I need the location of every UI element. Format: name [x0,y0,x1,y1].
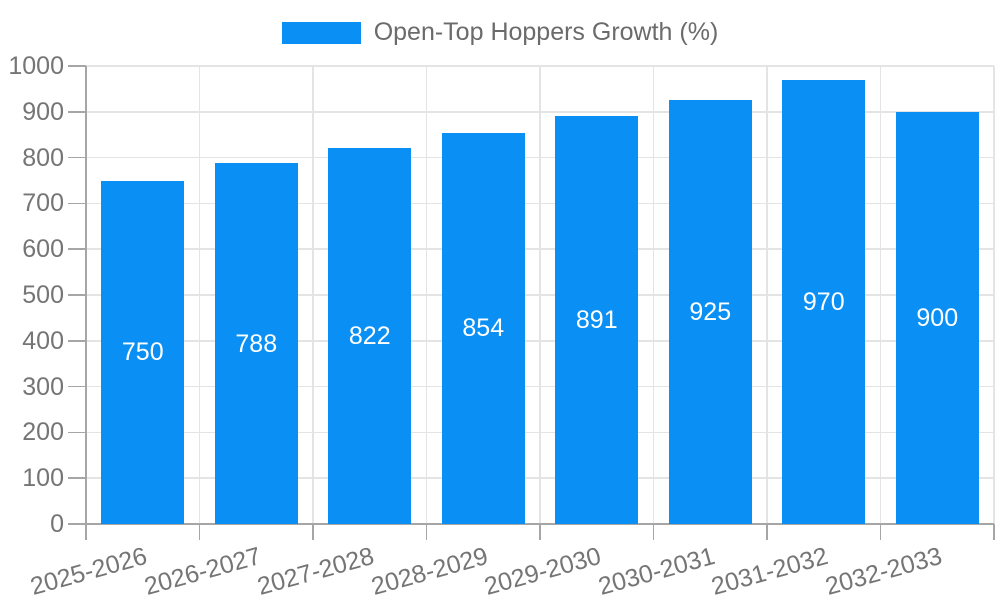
x-axis-tick [879,524,882,540]
y-axis-tick-label: 700 [22,189,64,218]
y-axis-tick [68,385,86,388]
bar-value-label: 891 [575,305,618,334]
y-axis-tick [68,340,86,342]
x-axis-tick [652,524,655,540]
y-axis-tick-label: 400 [22,326,64,355]
x-axis-category-label: 2030-2031 [595,542,718,600]
y-axis-tick-label: 800 [22,143,64,172]
y-axis-tick [68,294,86,296]
x-axis-category-label: 2031-2032 [708,542,832,600]
legend-label: Open-Top Hoppers Growth (%) [373,18,719,46]
x-axis-line [86,523,994,525]
bar-value-label: 750 [121,338,164,367]
y-axis-tick-label: 200 [22,418,64,447]
y-axis-tick-label: 0 [50,510,64,538]
y-axis-tick [68,156,86,159]
gridline-vertical [652,66,655,524]
bar[interactable] [668,100,752,524]
x-axis-tick [539,524,541,540]
bar-value-label: 970 [802,287,845,316]
bar[interactable] [555,115,639,524]
gridline-vertical [539,66,541,524]
y-axis-tick-label: 1000 [8,52,64,80]
y-axis-tick [68,431,86,434]
y-axis-tick-label: 500 [22,281,64,309]
y-axis-tick-label: 600 [22,235,64,264]
x-axis-tick [85,524,87,540]
y-axis-tick [68,523,86,525]
y-axis-tick [68,248,86,250]
x-axis-category-label: 2029-2030 [481,542,605,600]
y-axis-tick [68,65,86,67]
y-axis-tick-label: 900 [22,97,64,126]
bar-value-label: 925 [689,298,732,327]
x-axis-category-label: 2028-2029 [368,542,491,600]
gridline-vertical [198,66,201,524]
x-axis-tick [766,524,768,540]
gridline-vertical [766,66,768,524]
x-axis-tick [993,524,995,540]
y-axis-tick-label: 300 [22,372,64,401]
x-axis-category-label: 2026-2027 [141,542,264,600]
y-axis-tick-label: 100 [22,464,64,493]
y-axis-tick [68,202,86,205]
bar[interactable] [782,79,866,524]
bar-value-label: 900 [916,303,959,332]
bar[interactable] [328,147,412,524]
y-axis-tick [68,477,86,479]
legend-swatch [281,21,361,44]
gridline-vertical [425,66,428,524]
bar-value-label: 854 [462,314,505,343]
x-axis-category-label: 2032-2033 [822,542,945,600]
chart-legend: Open-Top Hoppers Growth (%) [0,18,1000,47]
x-axis-category-label: 2027-2028 [254,542,378,600]
bar[interactable] [214,163,298,524]
y-axis-tick [68,111,86,113]
legend-item[interactable]: Open-Top Hoppers Growth (%) [281,18,719,47]
y-axis-line [85,66,87,524]
gridline-vertical [312,66,314,524]
bar-value-label: 822 [348,321,391,350]
bar[interactable] [441,132,525,524]
x-axis-category-label: 2025-2026 [27,542,151,600]
bar[interactable] [895,111,979,524]
gridline-vertical [993,66,995,524]
x-axis-tick [425,524,428,540]
bar-value-label: 788 [235,329,278,358]
x-axis-tick [312,524,314,540]
x-axis-tick [198,524,201,540]
bar[interactable] [101,180,185,524]
gridline-vertical [879,66,882,524]
